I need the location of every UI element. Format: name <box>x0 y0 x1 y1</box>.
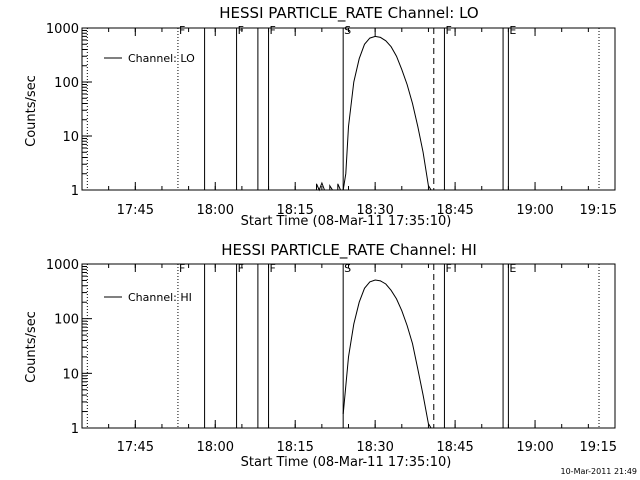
chart-title: HESSI PARTICLE_RATE Channel: HI <box>221 241 477 260</box>
series-lines <box>342 279 432 429</box>
flag-label-10: E <box>509 24 516 37</box>
x-tick-label: 18:45 <box>436 203 473 218</box>
y-tick-label: 1000 <box>46 258 79 273</box>
footer-timestamp: 10-Mar-2011 21:49 <box>561 467 638 476</box>
series-line-segment-0-0 <box>342 279 432 429</box>
series-line-segment-0-1 <box>329 183 333 191</box>
x-tick-label: 18:30 <box>356 440 393 455</box>
flag-label-8: F <box>445 262 451 275</box>
series-line-segment-0-2 <box>337 183 341 191</box>
flag-label-10: E <box>509 262 516 275</box>
legend-entry: Channel: LO <box>128 52 195 65</box>
flag-label-3: F <box>238 24 244 37</box>
flag-label-6: S <box>344 24 351 37</box>
series-lines <box>316 35 432 192</box>
chart-panel-hi: HESSI PARTICLE_RATE Channel: HI Counts/s… <box>24 241 617 470</box>
x-tick-label: 18:15 <box>276 203 313 218</box>
series-line-segment-0-3 <box>342 35 432 191</box>
x-tick-label: 18:15 <box>276 440 313 455</box>
y-tick-label: 100 <box>54 313 79 328</box>
legend: Channel: LO <box>104 52 195 65</box>
y-ticks: 1 10 100 1000 <box>46 258 92 437</box>
flag-label-3: F <box>238 262 244 275</box>
x-axis-label: Start Time (08-Mar-11 17:35:10) <box>241 455 452 470</box>
x-tick-label: 18:00 <box>197 203 234 218</box>
flag-label-1: F <box>179 24 185 37</box>
x-tick-label: 19:00 <box>516 440 553 455</box>
legend-entry: Channel: HI <box>128 291 192 304</box>
flag-label-6: S <box>344 262 351 275</box>
y-tick-label: 10 <box>62 130 79 145</box>
flag-label-8: F <box>445 24 451 37</box>
chart-title: HESSI PARTICLE_RATE Channel: LO <box>219 4 478 23</box>
y-axis-label: Counts/sec <box>24 311 39 383</box>
y-tick-label: 1 <box>71 422 79 437</box>
y-tick-label: 100 <box>54 76 79 91</box>
y-tick-label: 1000 <box>46 22 79 37</box>
flag-label-5: F <box>270 24 276 37</box>
x-ticks: 17:45 18:00 18:15 18:30 18:45 19:00 19:15 <box>81 28 617 218</box>
x-tick-label: 19:00 <box>516 203 553 218</box>
x-ticks: 17:45 18:00 18:15 18:30 18:45 19:00 19:15 <box>81 264 617 455</box>
chart-panel-lo: HESSI PARTICLE_RATE Channel: LO Counts/s… <box>24 4 617 229</box>
x-tick-label: 19:15 <box>580 440 617 455</box>
x-axis-label: Start Time (08-Mar-11 17:35:10) <box>241 214 452 229</box>
flag-label-1: F <box>179 262 185 275</box>
x-tick-label: 19:15 <box>580 203 617 218</box>
x-tick-label: 18:45 <box>436 440 473 455</box>
x-tick-label: 17:45 <box>117 203 154 218</box>
legend: Channel: HI <box>104 291 192 304</box>
y-tick-label: 10 <box>62 367 79 382</box>
x-tick-label: 18:30 <box>356 203 393 218</box>
y-ticks: 1 10 100 1000 <box>46 22 92 199</box>
x-tick-label: 18:00 <box>197 440 234 455</box>
x-tick-label: 17:45 <box>117 440 154 455</box>
flag-label-5: F <box>270 262 276 275</box>
y-axis-label: Counts/sec <box>24 75 39 147</box>
y-tick-label: 1 <box>71 184 79 199</box>
